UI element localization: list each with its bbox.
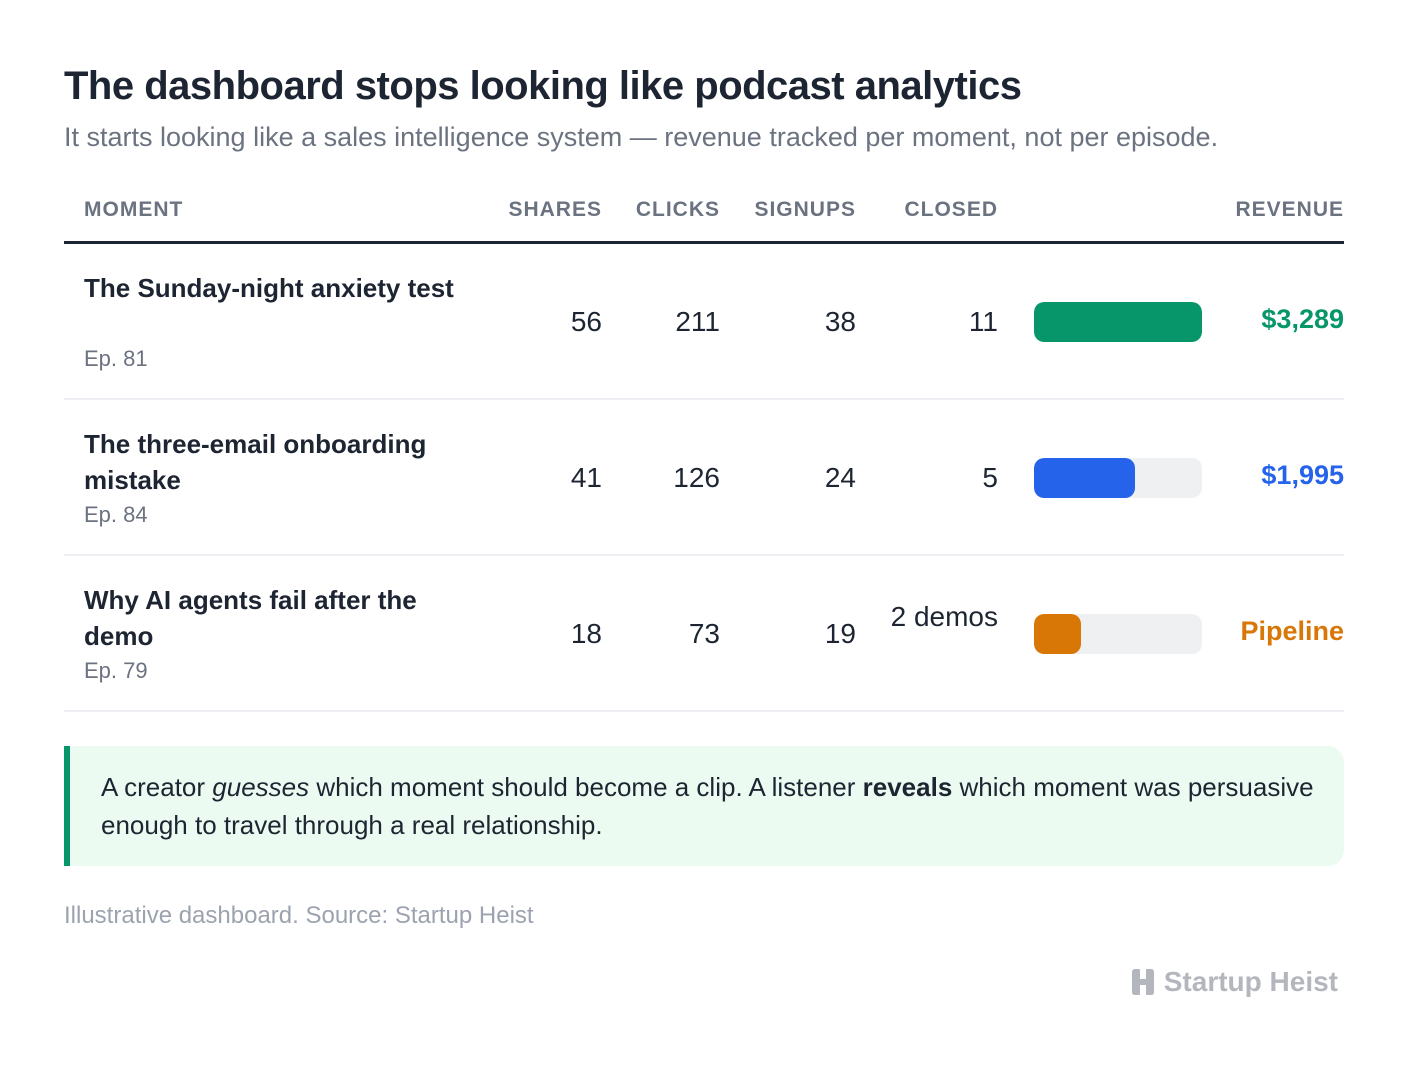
clicks-value: 126 [673, 462, 720, 493]
revenue-bar [1034, 302, 1202, 342]
signups-value: 38 [824, 306, 856, 337]
callout-text-3: which moment was persuasive enough to tr… [101, 772, 1314, 840]
revenue-value: Pipeline [1240, 616, 1344, 646]
table-row: The Sunday-night anxiety test Ep. 81 56 … [64, 244, 1344, 400]
moment-title: The three-email onboarding mistake [84, 429, 427, 495]
page-subtitle: It starts looking like a sales intellige… [64, 122, 1219, 152]
revenue-value: $1,995 [1261, 460, 1344, 490]
brand-name: Startup Heist [1163, 966, 1338, 997]
moments-table: MOMENT SHARES CLICKS SIGNUPS CLOSED REVE… [64, 178, 1344, 712]
revenue-bar-fill [1034, 302, 1202, 342]
closed-value: 11 [968, 306, 998, 337]
closed-value: 5 [982, 462, 998, 493]
episode-label: Ep. 84 [84, 502, 148, 527]
callout-text-1: A creator [101, 772, 213, 802]
revenue-bar [1034, 614, 1202, 654]
clicks-value: 211 [675, 306, 720, 337]
revenue-bar [1034, 458, 1202, 498]
page-title: The dashboard stops looking like podcast… [64, 64, 1022, 108]
closed-value: 2 demos [890, 601, 998, 632]
callout-strong: reveals [862, 772, 953, 802]
brand-logo: Startup Heist [1130, 966, 1338, 998]
header-shares: SHARES [508, 198, 602, 221]
table-body: The Sunday-night anxiety test Ep. 81 56 … [64, 244, 1344, 712]
table-row: Why AI agents fail after the demo Ep. 79… [64, 556, 1344, 712]
shares-value: 41 [570, 462, 602, 493]
signups-value: 19 [824, 618, 856, 649]
source-caption: Illustrative dashboard. Source: Startup … [64, 902, 534, 929]
callout-text-2: which moment should become a clip. A lis… [309, 772, 863, 802]
table-row: The three-email onboarding mistake Ep. 8… [64, 400, 1344, 556]
table-header: MOMENT SHARES CLICKS SIGNUPS CLOSED REVE… [64, 178, 1344, 244]
episode-label: Ep. 81 [84, 346, 148, 371]
moment-title: Why AI agents fail after the demo [84, 585, 417, 651]
header-signups: SIGNUPS [754, 198, 856, 221]
shares-value: 18 [570, 618, 602, 649]
header-moment: MOMENT [84, 198, 184, 221]
header-closed: CLOSED [904, 198, 998, 221]
insight-callout: A creator guesses which moment should be… [64, 746, 1344, 866]
header-clicks: CLICKS [635, 198, 720, 221]
revenue-bar-fill [1034, 458, 1135, 498]
revenue-bar-fill [1034, 614, 1082, 654]
episode-label: Ep. 79 [84, 658, 148, 683]
header-revenue: REVENUE [1235, 198, 1344, 221]
revenue-value: $3,289 [1261, 304, 1344, 334]
moment-title: The Sunday-night anxiety test [84, 273, 454, 303]
callout-emphasis: guesses [212, 772, 310, 802]
startup-heist-logo-icon [1131, 969, 1154, 995]
shares-value: 56 [570, 306, 602, 337]
clicks-value: 73 [688, 618, 720, 649]
signups-value: 24 [824, 462, 856, 493]
